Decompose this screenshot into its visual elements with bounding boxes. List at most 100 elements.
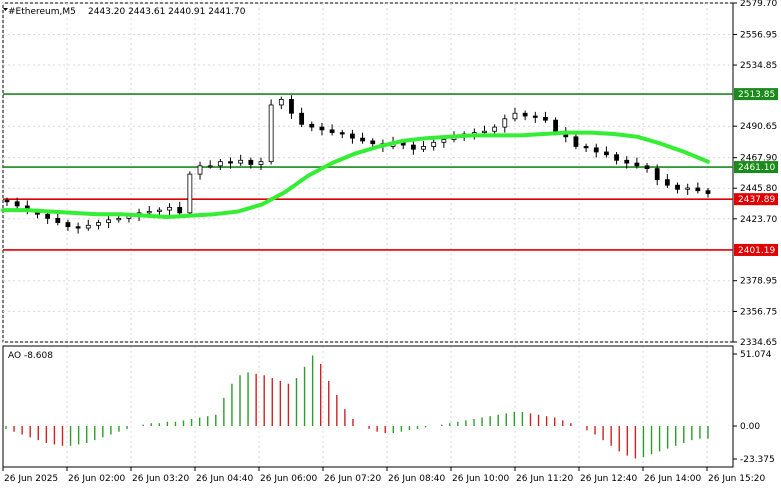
candle-body xyxy=(675,184,680,190)
candle-body xyxy=(441,139,447,143)
x-tick-label: 26 Jun 08:40 xyxy=(388,474,445,484)
ao-y-tick-label: 0.00 xyxy=(740,422,760,432)
candle-body xyxy=(644,165,650,169)
candle-body xyxy=(593,147,599,153)
candle-body xyxy=(197,165,203,175)
moving-average-line xyxy=(1,130,710,219)
y-tick-label: 2467.90 xyxy=(740,154,777,164)
ao-plot-border xyxy=(2,345,734,468)
candle-body xyxy=(228,161,233,164)
main-plot-border xyxy=(2,2,734,343)
candle-body xyxy=(614,154,619,161)
candle-body xyxy=(339,132,345,135)
candle-body xyxy=(573,136,579,147)
candle-body xyxy=(705,190,711,194)
level-label-box xyxy=(734,193,778,206)
chart-ohlc-values: 2443.20 2443.61 2440.91 2441.70 xyxy=(88,7,246,17)
candle-body xyxy=(248,159,254,165)
candle-body xyxy=(654,168,660,181)
candle-body xyxy=(106,219,111,223)
candle-body xyxy=(370,140,376,145)
x-tick-label: 26 Jun 03:20 xyxy=(132,474,189,484)
candle-body xyxy=(55,217,61,223)
x-tick-label: 26 Jun 12:40 xyxy=(580,474,637,484)
candle-body xyxy=(624,159,630,164)
level-label: 2461.10 xyxy=(738,163,775,173)
level-labels: 2513.85 2461.10 2437.89 2401.19 xyxy=(734,88,778,256)
x-tick-label: 26 Jun 06:00 xyxy=(260,474,317,484)
level-label-box xyxy=(734,88,778,101)
level-label-box xyxy=(734,161,778,174)
chart-title-symbol: #Ethereum,M5 xyxy=(8,7,76,17)
candle-body xyxy=(482,130,487,134)
grid-lines xyxy=(2,2,733,467)
x-tick-label: 26 Jun 04:40 xyxy=(196,474,253,484)
level-label-box xyxy=(734,243,778,256)
y-tick-label: 2378.95 xyxy=(740,277,777,287)
x-tick-label: 26 Jun 2025 xyxy=(4,474,58,484)
level-label: 2401.19 xyxy=(738,246,775,256)
candle-body xyxy=(664,179,670,186)
ao-y-tick-label: 51.074 xyxy=(740,350,772,360)
candle-body xyxy=(116,217,122,221)
level-label: 2513.85 xyxy=(738,90,775,100)
x-tick-label: 26 Jun 07:20 xyxy=(324,474,381,484)
y-axis-ticks: 2579.70 2556.95 2534.85 2490.65 2467.90 2445.… xyxy=(733,0,777,348)
y-tick-label: 2334.65 xyxy=(740,338,777,348)
candle-body xyxy=(278,99,284,106)
candle-body xyxy=(522,112,528,117)
ao-y-tick-label: -23.375 xyxy=(740,455,775,465)
candle-body xyxy=(309,123,315,128)
y-tick-label: 2534.85 xyxy=(740,61,777,71)
ao-y-axis-ticks: 51.074 0.00 -23.375 xyxy=(733,350,775,465)
candle-body xyxy=(502,118,508,128)
candle-body xyxy=(543,117,548,121)
x-axis-ticks: 26 Jun 2025 26 Jun 02:00 26 Jun 03:20 26 Ju… xyxy=(2,467,765,484)
x-tick-label: 26 Jun 11:20 xyxy=(516,474,573,484)
candle-body xyxy=(217,161,223,167)
candle-body xyxy=(258,161,264,165)
candle-body xyxy=(146,211,152,214)
candle-body xyxy=(96,222,101,226)
candle-body xyxy=(421,146,426,150)
horizontal-levels xyxy=(3,93,733,251)
candle-body xyxy=(268,104,274,163)
candle-body xyxy=(289,99,294,114)
candle-body xyxy=(319,126,325,131)
moving-average-path xyxy=(1,130,710,219)
x-tick-label: 26 Jun 15:20 xyxy=(708,474,765,484)
candle-body xyxy=(85,224,91,229)
y-tick-label: 2556.95 xyxy=(740,30,777,40)
candle-body xyxy=(207,165,213,168)
x-tick-label: 26 Jun 10:00 xyxy=(452,474,509,484)
candle-body xyxy=(187,173,193,214)
y-tick-label: 2423.70 xyxy=(740,215,777,225)
candle-body xyxy=(329,129,335,134)
candle-body xyxy=(167,206,172,211)
candle-body xyxy=(410,144,416,150)
x-tick-label: 26 Jun 14:00 xyxy=(644,474,701,484)
x-tick-label: 26 Jun 02:00 xyxy=(68,474,125,484)
candle-body xyxy=(553,119,559,132)
candle-body xyxy=(350,133,355,139)
level-label: 2437.89 xyxy=(738,195,775,205)
y-tick-label: 2356.75 xyxy=(740,307,777,317)
candle-body xyxy=(512,112,518,120)
candle-body xyxy=(532,115,538,118)
candle-body xyxy=(492,126,498,132)
y-tick-label: 2579.70 xyxy=(740,0,777,9)
candle-body xyxy=(431,141,437,147)
y-tick-label: 2445.80 xyxy=(740,184,777,194)
ao-indicator-label: AO -8.608 xyxy=(8,351,53,361)
candle-body xyxy=(14,201,20,207)
candle-body xyxy=(4,200,10,203)
main-chart-frame xyxy=(2,2,734,343)
dropdown-arrow-icon[interactable] xyxy=(3,8,8,11)
ao-bars xyxy=(5,355,709,459)
ao-panel-frame xyxy=(2,345,734,468)
candle-body xyxy=(45,213,51,219)
candle-body xyxy=(360,137,365,142)
candle-body xyxy=(65,222,71,228)
candle-body xyxy=(177,206,183,214)
